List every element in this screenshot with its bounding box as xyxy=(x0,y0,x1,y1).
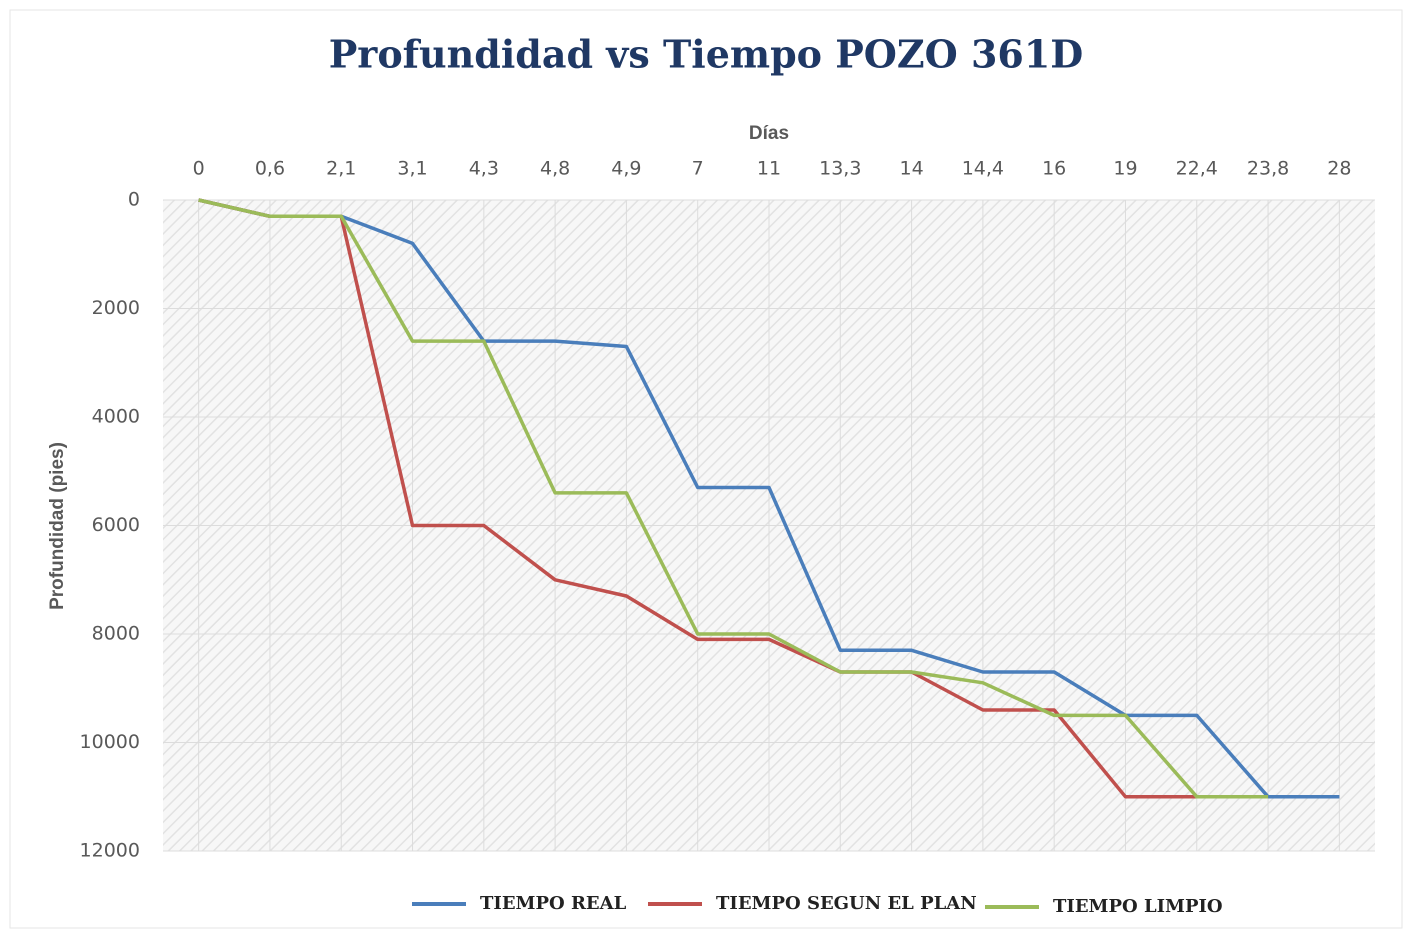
legend-label: TIEMPO SEGUN EL PLAN xyxy=(716,893,977,914)
y-tick-label: 10000 xyxy=(80,731,140,753)
y-tick-label: 12000 xyxy=(80,840,140,862)
legend-label: TIEMPO REAL xyxy=(480,893,627,914)
x-tick-label: 22,4 xyxy=(1176,158,1218,180)
x-tick-label: 13,3 xyxy=(819,158,861,180)
x-tick-label: 19 xyxy=(1113,158,1137,180)
x-tick-label: 28 xyxy=(1327,158,1351,180)
x-tick-label: 23,8 xyxy=(1247,158,1289,180)
x-tick-label: 3,1 xyxy=(397,158,427,180)
x-tick-label: 16 xyxy=(1042,158,1066,180)
y-axis-label: Profundidad (pies) xyxy=(47,442,68,610)
x-tick-label: 4,8 xyxy=(540,158,570,180)
y-tick-label: 6000 xyxy=(92,514,140,536)
legend: TIEMPO REAL TIEMPO SEGUN EL PLAN TIEMPO LI… xyxy=(412,893,1223,917)
y-tick-label: 2000 xyxy=(92,297,140,319)
y-tick-label: 8000 xyxy=(92,623,140,645)
x-tick-label: 14,4 xyxy=(962,158,1004,180)
legend-label: TIEMPO LIMPIO xyxy=(1053,896,1223,917)
x-tick-label: 0 xyxy=(193,158,205,180)
grid xyxy=(163,199,1375,852)
x-tick-label: 11 xyxy=(757,158,781,180)
x-tick-label: 7 xyxy=(692,158,704,180)
series-line xyxy=(198,198,1340,799)
lines xyxy=(198,198,1340,799)
chart-title: Profundidad vs Tiempo POZO 361D xyxy=(329,32,1084,77)
x-tick-label: 14 xyxy=(899,158,923,180)
x-tick-label: 4,3 xyxy=(469,158,499,180)
series-line xyxy=(198,198,1269,799)
x-tick-label: 4,9 xyxy=(611,158,641,180)
x-tick-label: 0,6 xyxy=(255,158,285,180)
x-tick-label: 2,1 xyxy=(326,158,356,180)
series-line xyxy=(198,198,1197,799)
y-tick-label: 0 xyxy=(128,189,140,211)
y-tick-label: 4000 xyxy=(92,406,140,428)
x-axis-label: Días xyxy=(749,123,789,144)
